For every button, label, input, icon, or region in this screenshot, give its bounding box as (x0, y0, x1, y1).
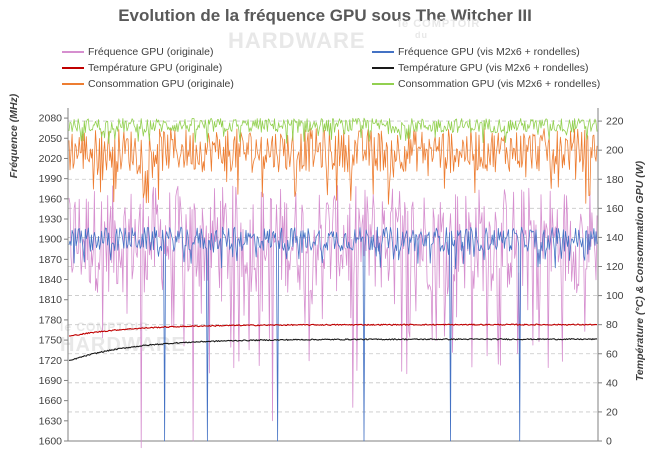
legend-item-freq-orig: Fréquence GPU (originale) (62, 44, 213, 59)
legend-swatch (62, 50, 84, 53)
y-left-tick-label: 1870 (39, 254, 63, 266)
y-left-tick-label: 2050 (39, 133, 63, 145)
y-right-tick-label: 0 (606, 436, 612, 448)
y-right-tick-label: 200 (606, 145, 624, 157)
legend-label: Consommation GPU (originale) (88, 77, 234, 90)
y-left-tick-label: 1990 (39, 173, 63, 185)
y-right-tick-label: 40 (606, 377, 618, 389)
legend-label: Température GPU (originale) (88, 61, 223, 74)
y-left-tick-label: 1630 (39, 415, 63, 427)
y-right-tick-label: 100 (606, 290, 624, 302)
legend-label: Consommation GPU (vis M2x6 + rondelles) (398, 77, 601, 90)
watermark-top-brand: HARDWARE (228, 28, 366, 53)
watermark-mid: le COMPTOIR (60, 320, 149, 334)
y-left-tick-label: 1720 (39, 355, 63, 367)
legend-item-freq-mod: Fréquence GPU (vis M2x6 + rondelles) (372, 44, 580, 59)
legend-swatch (62, 66, 84, 69)
series-line-2 (68, 323, 597, 337)
series-line-0 (68, 185, 598, 449)
y-right-tick-label: 180 (606, 174, 624, 186)
legend-swatch (372, 50, 394, 53)
chart-title: Evolution de la fréquence GPU sous The W… (118, 6, 532, 25)
series-line-4 (68, 128, 598, 205)
y-right-tick-label: 20 (606, 406, 618, 418)
series-line-5 (68, 117, 598, 144)
y-right-tick-label: 220 (606, 116, 624, 128)
legend-swatch (372, 82, 394, 85)
legend-swatch (62, 82, 84, 85)
y-left-tick-label: 1780 (39, 314, 63, 326)
y-left-tick-label: 1810 (39, 294, 63, 306)
y-right-tick-label: 120 (606, 261, 624, 273)
y-left-tick-label: 1690 (39, 375, 63, 387)
legend-label: Fréquence GPU (originale) (88, 45, 214, 58)
y-right-tick-label: 80 (606, 319, 618, 331)
y-left-tick-label: 1750 (39, 335, 63, 347)
legend-item-power-mod: Consommation GPU (vis M2x6 + rondelles) (372, 76, 600, 91)
series-line-1 (68, 226, 598, 442)
watermark-top: le COMPTOIR (398, 18, 481, 30)
watermark-top-du: du (415, 30, 428, 40)
legend: Fréquence GPU (originale) Température GP… (62, 44, 622, 94)
y-left-tick-label: 1930 (39, 214, 63, 226)
legend-swatch (372, 66, 394, 69)
legend-label: Température GPU (vis M2x6 + rondelles) (398, 61, 589, 74)
legend-item-temp-mod: Température GPU (vis M2x6 + rondelles) (372, 60, 589, 75)
legend-item-temp-orig: Température GPU (originale) (62, 60, 222, 75)
y-left-tick-label: 2080 (39, 113, 63, 125)
y-right-tick-label: 160 (606, 203, 624, 215)
y-left-tick-label: 2020 (39, 153, 63, 165)
watermark-mid-brand: HARDWARE (60, 334, 186, 356)
y-left-tick-label: 1840 (39, 274, 63, 286)
y-left-tick-label: 1600 (39, 436, 63, 448)
y-right-tick-label: 60 (606, 348, 618, 360)
legend-label: Fréquence GPU (vis M2x6 + rondelles) (398, 45, 580, 58)
legend-item-power-orig: Consommation GPU (originale) (62, 76, 234, 91)
y-left-tick-label: 1900 (39, 234, 63, 246)
series-line-3 (68, 338, 598, 362)
y-left-tick-label: 1960 (39, 193, 63, 205)
y-left-tick-label: 1660 (39, 395, 63, 407)
y-right-tick-label: 140 (606, 232, 624, 244)
